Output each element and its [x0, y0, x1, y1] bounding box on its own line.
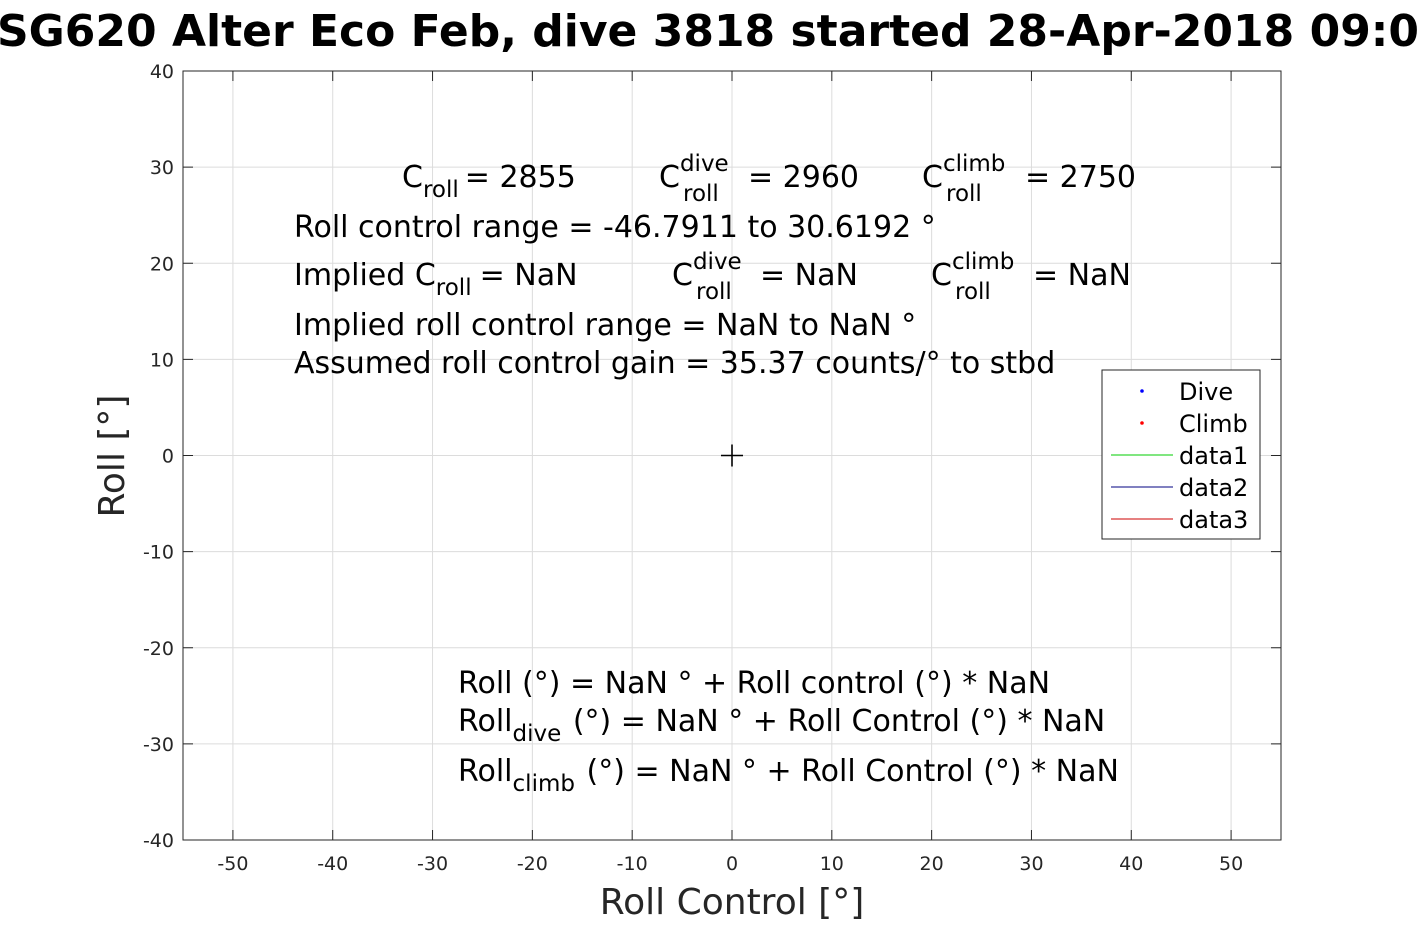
x-tick-label-10: 50 [1219, 853, 1243, 875]
fit-climb-text: Rollclimb (°) = NaN ° + Roll Control (°)… [458, 754, 1119, 797]
legend-label-climb: Climb [1179, 410, 1248, 438]
x-tick-label-4: -10 [617, 853, 648, 875]
plot-frame [182, 70, 1282, 841]
c-climb-sub-text: roll [946, 181, 982, 207]
x-tick-label-0: -50 [217, 853, 248, 875]
annotation-block-lower: Roll (°) = NaN ° + Roll control (°) * Na… [458, 666, 1119, 797]
c-dive-text: Cdive [659, 151, 729, 195]
legend-label-data2: data2 [1179, 474, 1248, 502]
y-tick-label-0: -40 [143, 830, 174, 852]
implied-dive-value-text: = NaN [760, 258, 858, 293]
legend-label-dive: Dive [1179, 378, 1233, 406]
y-tick-label-4: 0 [162, 446, 174, 468]
implied-dive-text: Cdive [672, 249, 742, 293]
c-dive-value-text: = 2960 [748, 160, 859, 195]
x-tick-label-9: 40 [1119, 853, 1143, 875]
y-tick-label-8: 40 [150, 61, 174, 83]
center-plus-marker [721, 444, 743, 467]
fit-dive-text: Rolldive (°) = NaN ° + Roll Control (°) … [458, 704, 1105, 747]
y-tick-label-6: 20 [150, 253, 174, 275]
legend-marker-dive [1140, 389, 1144, 393]
x-axis-label: Roll Control [°] [600, 882, 865, 923]
x-tick-label-8: 30 [1019, 853, 1043, 875]
implied-c-roll-text: Implied Croll = NaN [294, 258, 578, 301]
gain-text: Assumed roll control gain = 35.37 counts… [294, 346, 1055, 381]
axis-ticks: -50 -40 -30 -20 -10 0 10 20 30 40 50 -40 -30 -20 -10 0 1… [143, 61, 1281, 875]
c-climb-value-text: = 2750 [1025, 160, 1136, 195]
y-axis-label: Roll [°] [92, 395, 133, 518]
implied-climb-text: Cclimb [931, 249, 1014, 293]
c-climb-text: Cclimb [922, 151, 1005, 195]
y-tick-label-7: 30 [150, 157, 174, 179]
y-tick-label-1: -30 [143, 734, 174, 756]
legend-marker-climb [1140, 421, 1144, 425]
annotation-block-upper: Croll = 2855 Cdive roll = 2960 Cclimb rol… [294, 151, 1136, 381]
implied-range-text: Implied roll control range = NaN to NaN … [294, 308, 916, 343]
legend-label-data3: data3 [1179, 506, 1248, 534]
fit-text: Roll (°) = NaN ° + Roll control (°) * Na… [458, 666, 1050, 701]
x-tick-label-3: -20 [517, 853, 548, 875]
y-tick-label-3: -10 [143, 542, 174, 564]
x-tick-label-7: 20 [920, 853, 944, 875]
legend: Dive Climb data1 data2 data3 [1101, 369, 1261, 540]
implied-climb-sub-text: roll [955, 279, 991, 305]
implied-climb-value-text: = NaN [1033, 258, 1131, 293]
x-tick-label-1: -40 [317, 853, 348, 875]
x-tick-label-2: -30 [417, 853, 448, 875]
implied-dive-sub-text: roll [696, 279, 732, 305]
legend-label-data1: data1 [1179, 442, 1248, 470]
y-tick-label-2: -20 [143, 638, 174, 660]
x-tick-label-6: 10 [820, 853, 844, 875]
c-dive-sub-text: roll [683, 181, 719, 207]
x-tick-label-5: 0 [726, 853, 738, 875]
chart-title: SG620 Alter Eco Feb, dive 3818 started 2… [0, 6, 1417, 57]
c-roll-text: Croll = 2855 [402, 160, 576, 203]
y-tick-label-5: 10 [150, 349, 174, 371]
range-text: Roll control range = -46.7911 to 30.6192… [294, 210, 936, 245]
